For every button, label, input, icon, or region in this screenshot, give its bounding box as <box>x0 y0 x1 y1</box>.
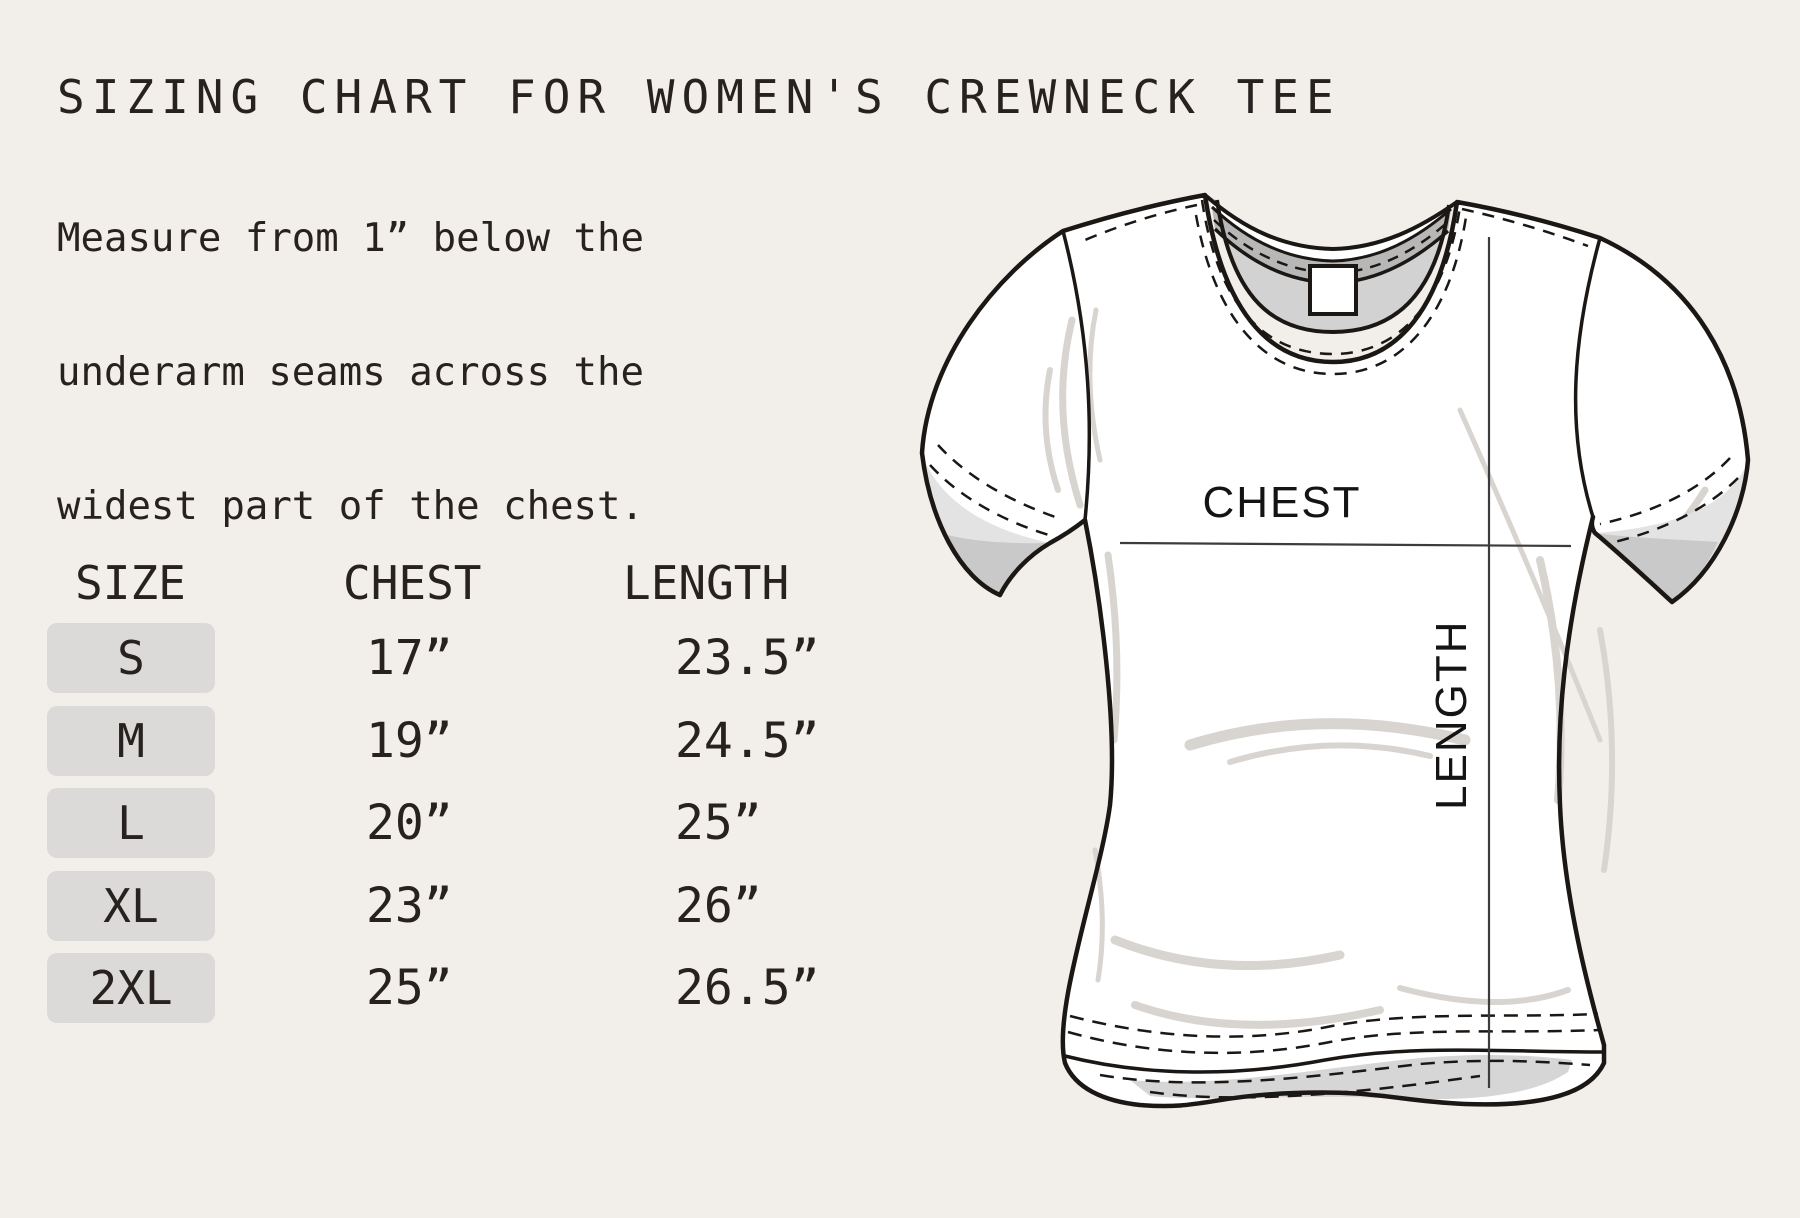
hem-stitch <box>1067 1028 1601 1055</box>
length-measure-label: LENGTH <box>1427 620 1476 810</box>
size-pill-2xl[interactable]: 2XL <box>47 953 215 1023</box>
left-cuff-stitch <box>929 464 1053 538</box>
length-value: 24.5” <box>675 713 820 769</box>
collar-band-inner-edge <box>1215 199 1451 335</box>
column-header-length: LENGTH <box>623 556 790 610</box>
neck-tape <box>1212 207 1451 283</box>
table-row: 2XL 25” 26.5” <box>0 953 900 1023</box>
collar <box>1084 193 1589 376</box>
left-cuff <box>924 444 1059 595</box>
page-title: SIZING CHART FOR WOMEN'S CREWNECK TEE <box>57 70 1341 124</box>
chest-value: 20” <box>366 795 453 851</box>
size-pill-m[interactable]: M <box>47 706 215 776</box>
right-cuff-stitch <box>1599 457 1731 526</box>
tshirt-illustration: CHEST LENGTH <box>919 192 1751 1109</box>
instruction-line-1: Measure from 1” below the <box>57 216 644 261</box>
hem-fold-line <box>1064 1048 1605 1074</box>
left-cuff-stitch <box>937 444 1059 520</box>
table-row: L 20” 25” <box>0 788 900 858</box>
length-value: 23.5” <box>675 630 820 686</box>
hem-stitch <box>1099 1059 1591 1084</box>
table-row: S 17” 23.5” <box>0 623 900 693</box>
neck-label <box>1308 264 1358 316</box>
right-armhole-seam <box>1573 237 1602 518</box>
measurement-lines: CHEST LENGTH <box>1119 237 1572 1088</box>
column-header-size: SIZE <box>75 556 186 610</box>
table-row: XL 23” 26” <box>0 871 900 941</box>
chest-measure-line <box>1119 541 1572 548</box>
column-header-chest: CHEST <box>343 556 482 610</box>
neck-top-edge <box>1203 193 1459 252</box>
right-cuff-stitch <box>1605 477 1739 546</box>
hem-stitch <box>1069 1012 1599 1038</box>
chest-value: 19” <box>366 713 453 769</box>
chest-value: 17” <box>366 630 453 686</box>
tshirt-diagram: CHEST LENGTH <box>900 160 1765 1150</box>
shoulder-stitch-right <box>1461 207 1589 248</box>
size-pill-l[interactable]: L <box>47 788 215 858</box>
instruction-line-3: widest part of the chest. <box>57 484 644 529</box>
size-pill-xl[interactable]: XL <box>47 871 215 941</box>
collar-stitch-outside <box>1194 214 1468 376</box>
chest-value: 25” <box>366 960 453 1016</box>
length-value: 26.5” <box>675 960 820 1016</box>
chest-value: 23” <box>366 878 453 934</box>
table-row: M 19” 24.5” <box>0 706 900 776</box>
length-value: 26” <box>675 878 762 934</box>
length-value: 25” <box>675 795 762 851</box>
right-cuff <box>1595 457 1745 602</box>
collar-stitch-inside <box>1200 199 1462 356</box>
left-armhole-seam <box>1061 230 1092 521</box>
tshirt-body <box>922 195 1748 1107</box>
bottom-hem <box>1064 1012 1605 1100</box>
size-pill-s[interactable]: S <box>47 623 215 693</box>
instruction-line-2: underarm seams across the <box>57 350 644 395</box>
measure-instructions: Measure from 1” below the underarm seams… <box>57 205 644 540</box>
chest-measure-label: CHEST <box>1202 478 1361 527</box>
